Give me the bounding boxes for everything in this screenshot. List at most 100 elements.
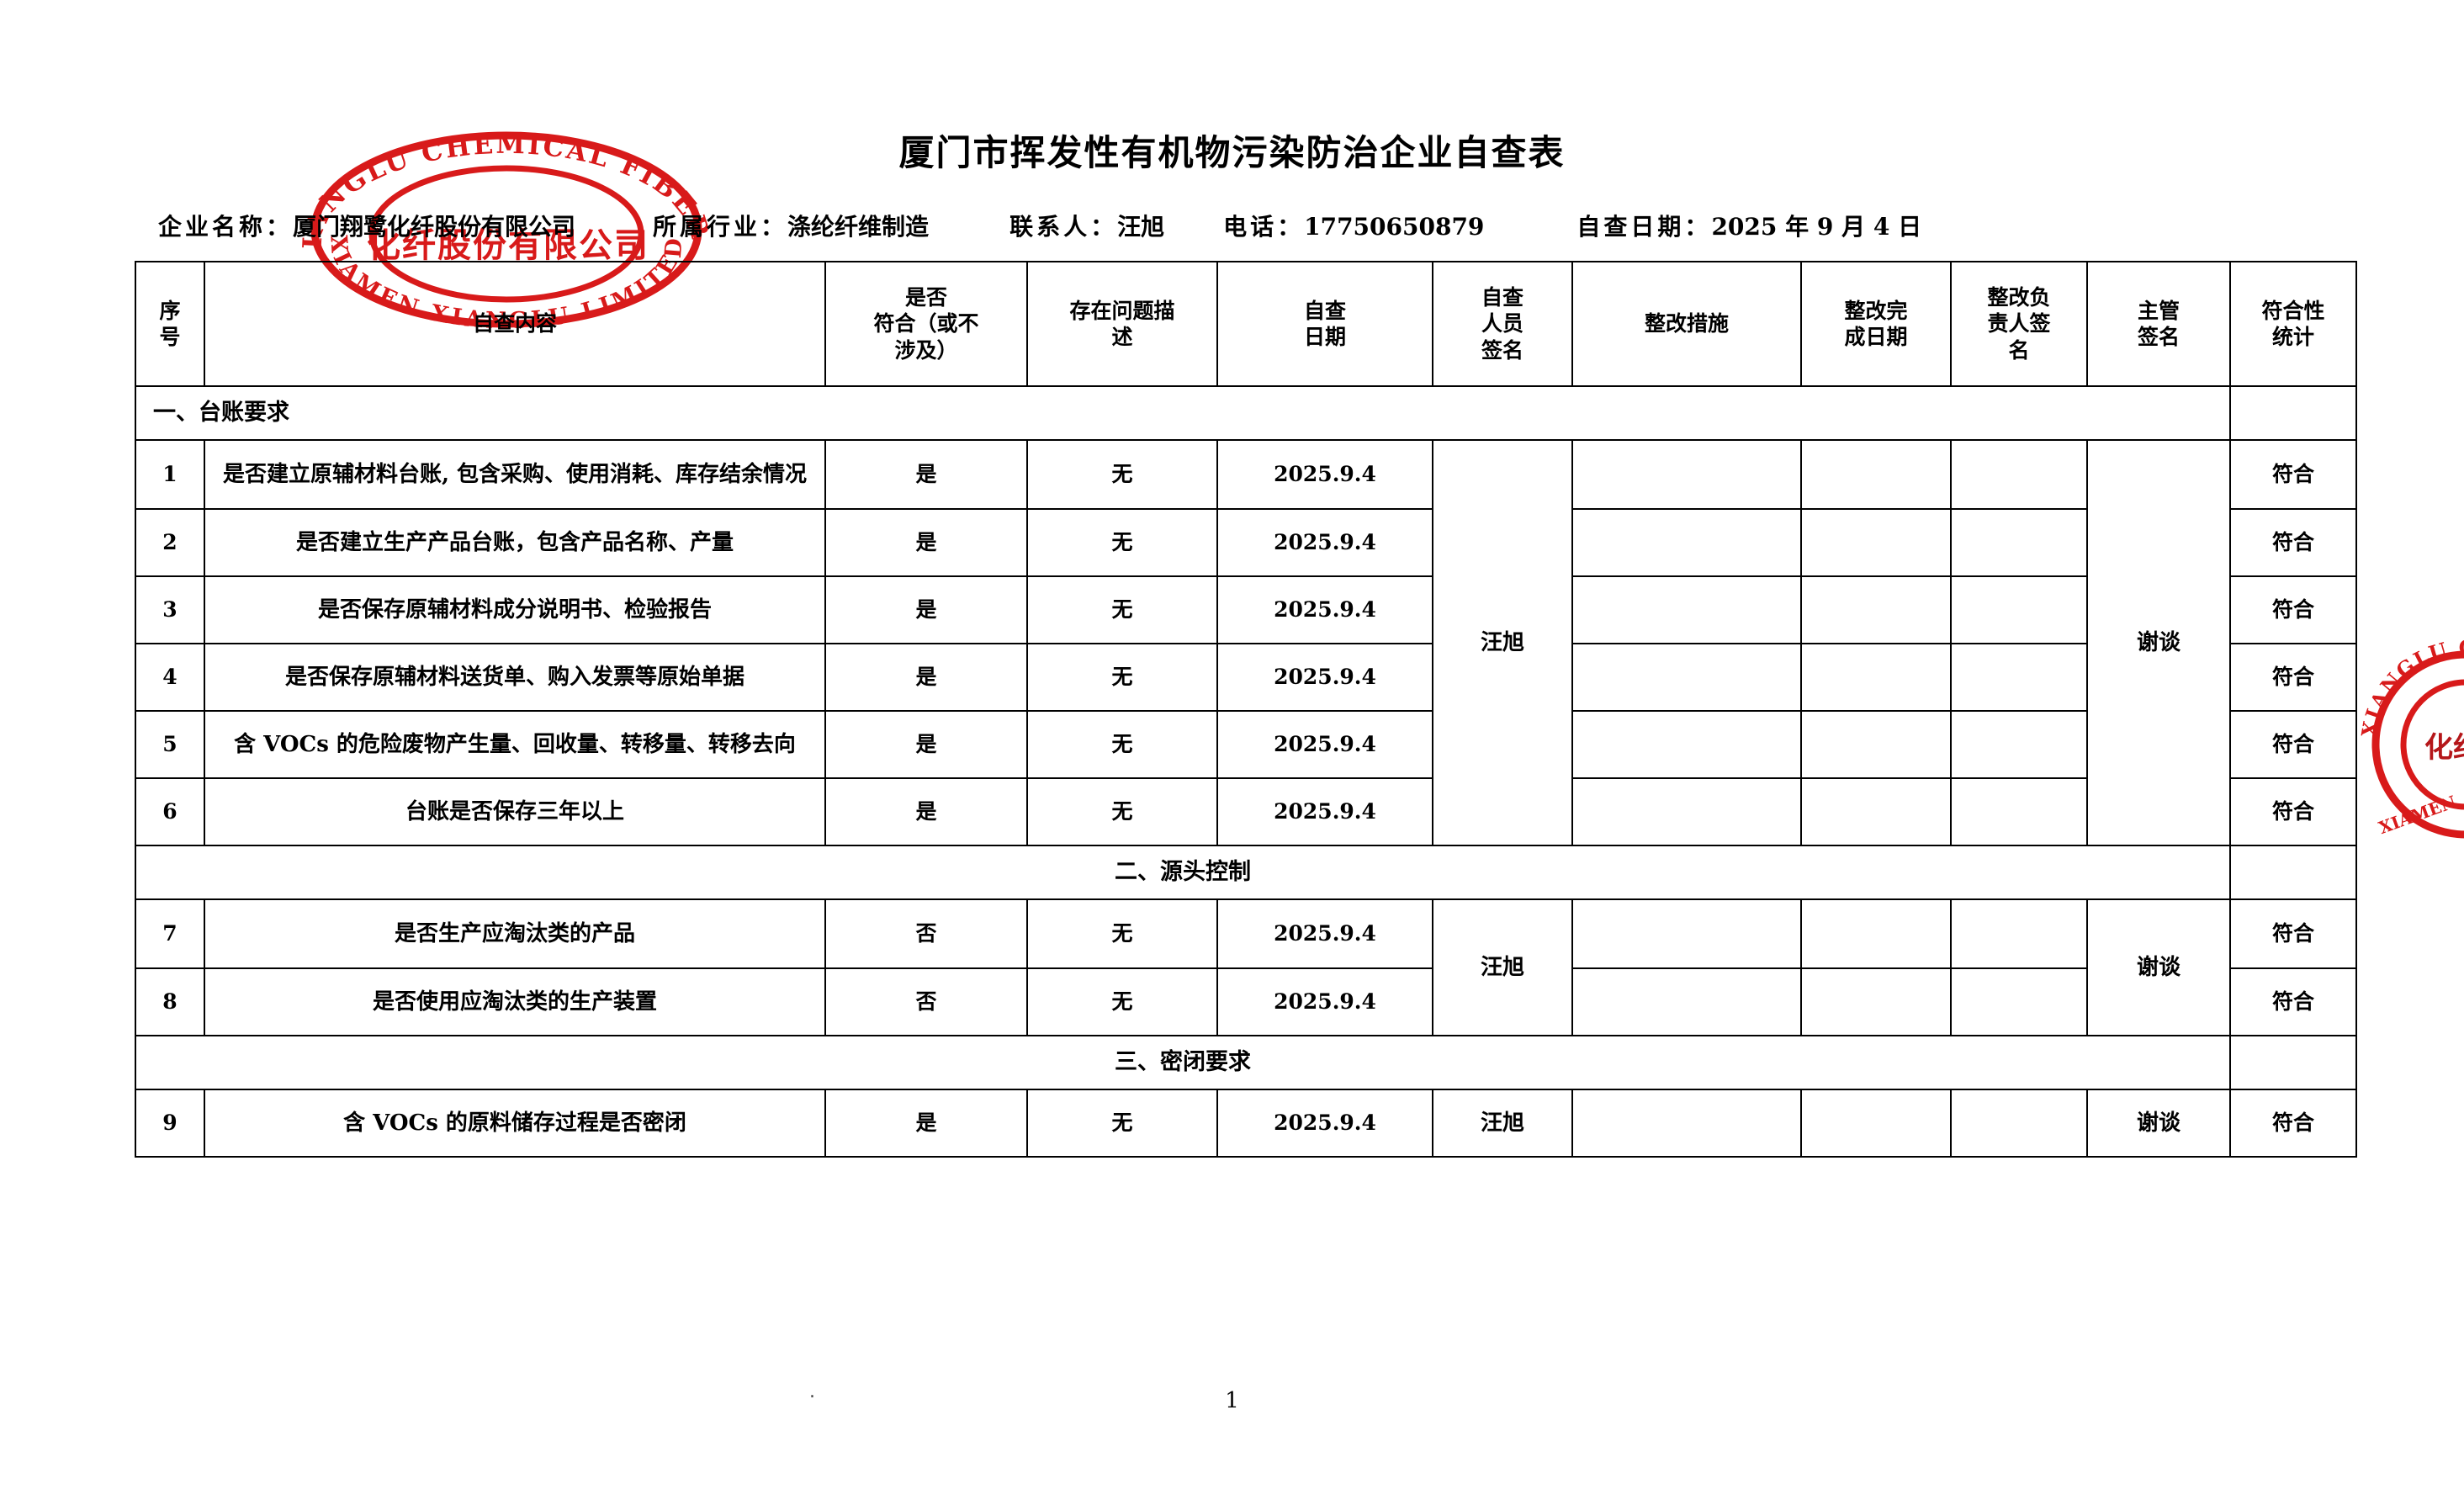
row-selfcheck-date: 2025.9.4 <box>1216 710 1433 779</box>
row-problem-description: 无 <box>1026 508 1218 577</box>
row-rectification-finish-date <box>1800 967 1952 1036</box>
row-index: 1 <box>135 439 205 510</box>
column-header-statistic: 符合性 统计 <box>2229 261 2357 387</box>
row-compliance: 是 <box>824 508 1028 577</box>
row-rectification-finish-date <box>1800 508 1952 577</box>
stray-dot-mark: . <box>809 1381 815 1402</box>
row-selfcheck-date: 2025.9.4 <box>1216 575 1433 644</box>
phone-label: 电话： <box>1223 213 1305 241</box>
row-compliance: 是 <box>824 1089 1028 1158</box>
svg-text:XIAMEN: XIAMEN <box>2376 792 2458 838</box>
row-compliance-statistic: 符合 <box>2229 1089 2357 1158</box>
table-header-row: 序 号自查内容 是否 符合（或不 涉及） 存在问题描 述自查 日期 自查 人员 签名整… <box>135 261 2357 387</box>
row-content: 含 VOCs 的原料储存过程是否密闭 <box>204 1089 826 1158</box>
selfcheck-date-field: 自查日期：2025 年 9 月 4 日 <box>1576 213 1921 241</box>
row-rectification-finish-date <box>1800 898 1952 969</box>
row-content: 是否保存原辅材料成分说明书、检验报告 <box>204 575 826 644</box>
row-compliance: 是 <box>824 643 1028 712</box>
row-selfcheck-date: 2025.9.4 <box>1216 643 1433 712</box>
row-index: 6 <box>135 777 205 846</box>
row-compliance-statistic: 符合 <box>2229 439 2357 510</box>
svg-text:XIANGLU CHEMICAL: XIANGLU CHEMICAL <box>2361 639 2464 739</box>
row-compliance: 是 <box>824 710 1028 779</box>
row-rectification-finish-date <box>1800 1089 1952 1158</box>
table-row: 1 是否建立原辅材料台账, 包含采购、使用消耗、库存结余情况是无 2025.9.4 汪… <box>135 439 2357 846</box>
table-body: 一、台账要求 1 是否建立原辅材料台账, 包含采购、使用消耗、库存结余情况是无 202… <box>135 385 2357 1158</box>
row-compliance-statistic: 符合 <box>2229 967 2357 1036</box>
selfcheck-date-label: 自查日期： <box>1576 213 1712 241</box>
table-row: 2 是否建立生产产品台账，包含产品名称、产量是无 2025.9.4 符合 <box>135 508 2357 577</box>
industry-field: 所属行业：涤纶纤维制造 <box>653 213 929 241</box>
section-title: 一、台账要求 <box>135 385 2231 441</box>
row-problem-description: 无 <box>1026 1089 1218 1158</box>
section-title: 二、源头控制 <box>135 845 2231 900</box>
section-statistic-spacer <box>2229 1035 2357 1090</box>
table-row: 7 是否生产应淘汰类的产品否无 2025.9.4 汪旭 谢谈 符合 <box>135 898 2357 1036</box>
row-rectification-measure <box>1571 575 1802 644</box>
row-compliance: 是 <box>824 439 1028 510</box>
row-rectification-responsible <box>1950 898 2088 969</box>
company-label: 企业名称： <box>158 213 294 241</box>
row-selfcheck-date: 2025.9.4 <box>1216 439 1433 510</box>
column-header-responsible: 整改负 责人签 名 <box>1950 261 2088 387</box>
section-header-row: 二、源头控制 <box>135 845 2357 900</box>
svg-text:化纤: 化纤 <box>2424 731 2464 765</box>
row-rectification-measure <box>1571 710 1802 779</box>
row-index: 5 <box>135 710 205 779</box>
column-header-inspector: 自查 人员 签名 <box>1432 261 1573 387</box>
row-compliance-statistic: 符合 <box>2229 575 2357 644</box>
phone-field: 电话：17750650879 <box>1223 213 1484 241</box>
row-rectification-finish-date <box>1800 710 1952 779</box>
row-problem-description: 无 <box>1026 439 1218 510</box>
row-compliance: 否 <box>824 898 1028 969</box>
column-header-date: 自查 日期 <box>1216 261 1433 387</box>
row-rectification-finish-date <box>1800 439 1952 510</box>
page-number: 1 <box>1225 1388 1239 1413</box>
table-header: 序 号自查内容 是否 符合（或不 涉及） 存在问题描 述自查 日期 自查 人员 签名整… <box>135 261 2357 387</box>
row-rectification-measure <box>1571 643 1802 712</box>
row-rectification-measure <box>1571 777 1802 846</box>
industry-label: 所属行业： <box>653 213 788 241</box>
row-inspector-signature: 汪旭 <box>1432 898 1573 1036</box>
row-rectification-responsible <box>1950 967 2088 1036</box>
table-row: 6 台账是否保存三年以上是无 2025.9.4 符合 <box>135 777 2357 846</box>
contact-label: 联系人： <box>1009 213 1118 241</box>
row-supervisor-signature: 谢谈 <box>2086 439 2231 846</box>
row-compliance-statistic: 符合 <box>2229 710 2357 779</box>
row-rectification-measure <box>1571 898 1802 969</box>
section-header-row: 三、密闭要求 <box>135 1035 2357 1090</box>
column-header-content: 自查内容 <box>204 261 826 387</box>
column-header-measure: 整改措施 <box>1571 261 1802 387</box>
row-index: 4 <box>135 643 205 712</box>
page-title: 厦门市挥发性有机物污染防治企业自查表 <box>898 132 1566 173</box>
document-meta-line: 企业名称：厦门翔鹭化纤股份有限公司 所属行业：涤纶纤维制造 联系人：汪旭 电话：177… <box>158 209 2345 242</box>
section-title: 三、密闭要求 <box>135 1035 2231 1090</box>
row-rectification-responsible <box>1950 643 2088 712</box>
column-header-comply: 是否 符合（或不 涉及） <box>824 261 1028 387</box>
column-header-problem: 存在问题描 述 <box>1026 261 1218 387</box>
row-compliance: 否 <box>824 967 1028 1036</box>
company-field: 企业名称：厦门翔鹭化纤股份有限公司 <box>158 213 575 241</box>
row-compliance: 是 <box>824 777 1028 846</box>
row-selfcheck-date: 2025.9.4 <box>1216 1089 1433 1158</box>
row-selfcheck-date: 2025.9.4 <box>1216 898 1433 969</box>
column-header-no: 序 号 <box>135 261 205 387</box>
section-statistic-spacer <box>2229 845 2357 900</box>
row-content: 台账是否保存三年以上 <box>204 777 826 846</box>
row-problem-description: 无 <box>1026 710 1218 779</box>
row-rectification-responsible <box>1950 710 2088 779</box>
table-row: 8 是否使用应淘汰类的生产装置否无 2025.9.4 符合 <box>135 967 2357 1036</box>
row-index: 8 <box>135 967 205 1036</box>
row-rectification-measure <box>1571 508 1802 577</box>
row-compliance-statistic: 符合 <box>2229 508 2357 577</box>
row-problem-description: 无 <box>1026 967 1218 1036</box>
row-problem-description: 无 <box>1026 575 1218 644</box>
row-index: 2 <box>135 508 205 577</box>
row-problem-description: 无 <box>1026 777 1218 846</box>
row-index: 7 <box>135 898 205 969</box>
row-rectification-measure <box>1571 439 1802 510</box>
row-rectification-finish-date <box>1800 777 1952 846</box>
